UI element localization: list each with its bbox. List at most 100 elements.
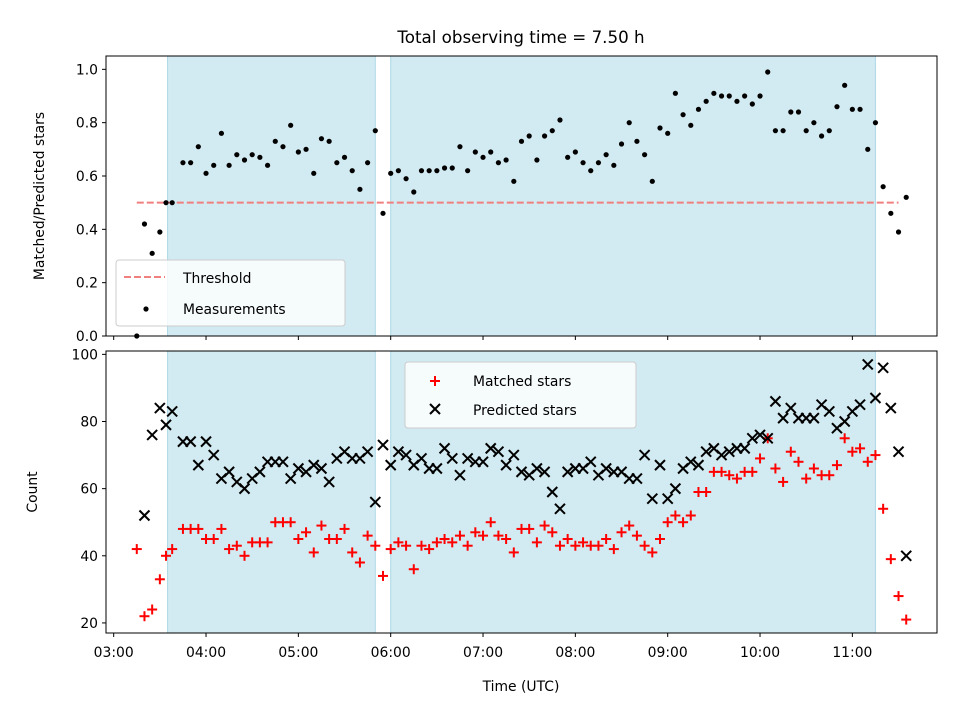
measurement-point	[695, 106, 702, 112]
measurement-point	[218, 130, 225, 136]
measurement-point	[341, 154, 348, 160]
predicted-point	[885, 402, 897, 414]
matched-point	[285, 517, 296, 528]
matched-point	[447, 537, 458, 548]
measurement-point	[157, 229, 163, 235]
measurement-point	[411, 189, 417, 195]
predicted-point	[854, 399, 866, 411]
predicted-point	[638, 449, 651, 461]
predicted-point	[431, 462, 443, 475]
predicted-point	[192, 459, 205, 471]
matched-point	[824, 470, 835, 481]
measurement-point	[272, 138, 278, 144]
measurement-point	[811, 120, 817, 126]
measurement-point	[241, 157, 248, 163]
predicted-point	[208, 449, 220, 461]
measurement-point	[895, 229, 902, 235]
matched-point	[639, 540, 650, 551]
top-y-ticks: 0.0 0.2 0.4 0.6 0.8 1.0	[76, 62, 106, 345]
bottom-x-ticks: 03:00 04:00 05:00 06:00 07:00 08:00 09:00 10:00…	[94, 633, 872, 661]
measurement-point	[457, 144, 463, 150]
measurement-point	[180, 160, 186, 166]
predicted-point	[877, 362, 889, 374]
matched-point	[608, 544, 619, 555]
matched-point	[616, 527, 627, 538]
matched-point	[462, 540, 473, 551]
predicted-point	[546, 486, 558, 498]
measurement-point	[226, 162, 232, 168]
matched-point	[885, 554, 896, 565]
measurement-point	[211, 162, 217, 168]
measurement-point	[526, 133, 532, 139]
predicted-point	[762, 432, 774, 444]
measurement-point	[826, 128, 832, 134]
predicted-point	[715, 449, 728, 461]
matched-point	[670, 510, 681, 521]
legend-box	[115, 259, 346, 327]
predicted-point	[661, 493, 674, 505]
measurement-point	[465, 168, 471, 174]
x-tick-label: 05:00	[278, 645, 318, 661]
top-x-ticks	[113, 336, 853, 340]
measurement-point	[765, 69, 771, 75]
matched-point	[808, 463, 819, 474]
measurement-point	[495, 160, 502, 166]
measurement-point	[711, 90, 717, 96]
measurement-point	[441, 165, 448, 171]
bottom-y-ticks: 20 40 60 80 100	[71, 347, 106, 632]
matched-point	[701, 487, 712, 497]
top-axes-frame	[105, 55, 938, 337]
measurement-point	[649, 178, 655, 184]
measurement-point	[703, 98, 709, 104]
measurement-point	[580, 160, 586, 166]
measurement-point	[288, 122, 294, 128]
predicted-point	[184, 435, 197, 448]
matched-point	[785, 446, 796, 457]
predicted-point	[154, 402, 166, 414]
measurement-point	[449, 165, 455, 171]
matched-point	[601, 534, 612, 544]
predicted-point	[869, 392, 882, 404]
measurement-point	[541, 133, 548, 139]
matched-point	[347, 547, 358, 558]
matched-point	[339, 523, 350, 534]
predicted-point	[700, 446, 712, 458]
measurement-point	[141, 221, 148, 227]
matched-point	[393, 537, 404, 548]
predicted-point	[377, 439, 389, 451]
measurement-point	[318, 136, 325, 142]
y-tick-label: 100	[71, 347, 98, 363]
matched-point	[862, 456, 873, 467]
measurement-point	[534, 157, 540, 163]
matched-point	[662, 517, 673, 528]
predicted-point	[284, 472, 297, 485]
predicted-point	[862, 358, 874, 371]
measurement-point	[665, 130, 671, 136]
matched-point	[370, 540, 381, 551]
predicted-point	[500, 459, 512, 471]
predicted-point	[531, 462, 543, 475]
predicted-point	[166, 405, 178, 418]
predicted-point	[785, 402, 797, 414]
measurement-point	[372, 128, 378, 134]
matched-point	[139, 611, 150, 622]
matched-point	[208, 534, 219, 544]
legend-predicted-swatch	[429, 403, 441, 415]
measurement-point	[772, 128, 779, 134]
measurement-point	[749, 101, 755, 107]
matched-point	[562, 534, 573, 544]
measurement-point	[603, 152, 609, 158]
matched-point	[647, 547, 658, 558]
matched-point	[839, 433, 850, 444]
measurement-point	[163, 200, 169, 206]
measurement-point	[511, 178, 517, 184]
legend-measurements-swatch	[143, 306, 149, 312]
matched-point	[508, 547, 519, 558]
matched-point	[224, 544, 235, 555]
y-tick-label: 0.8	[76, 116, 98, 132]
legend-matched-swatch	[430, 376, 440, 386]
y-tick-label: 60	[80, 482, 98, 498]
measurement-point	[718, 93, 725, 99]
predicted-point	[900, 550, 912, 562]
matched-point	[870, 450, 881, 461]
